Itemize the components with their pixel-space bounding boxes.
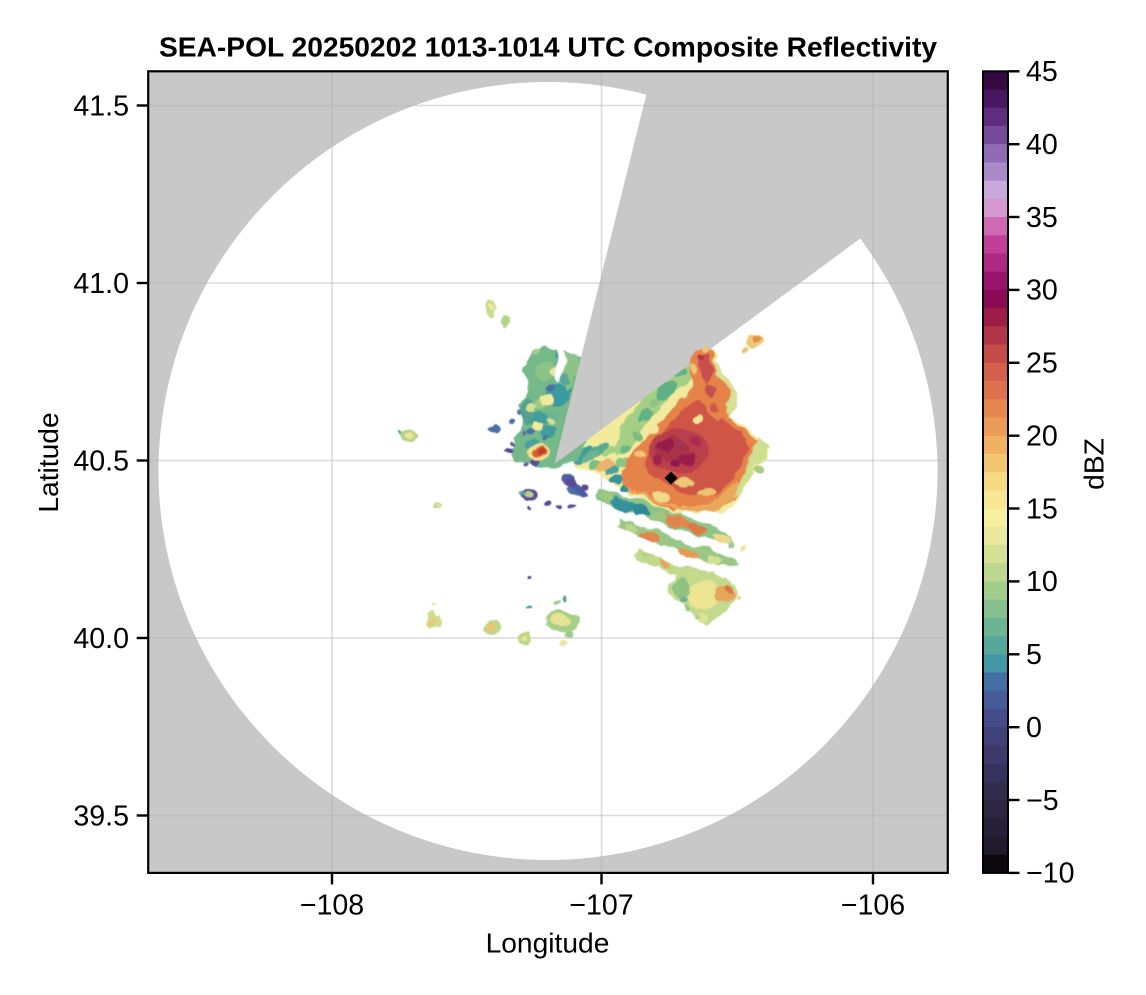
svg-text:41.0: 41.0 [73, 268, 129, 300]
svg-text:Longitude: Longitude [486, 927, 610, 959]
svg-text:30: 30 [1026, 275, 1058, 307]
svg-text:0: 0 [1026, 712, 1042, 744]
svg-text:−107: −107 [569, 890, 633, 922]
svg-text:35: 35 [1026, 202, 1058, 234]
svg-text:Latitude: Latitude [32, 412, 64, 512]
svg-text:40.5: 40.5 [73, 445, 129, 477]
svg-text:SEA-POL 20250202 1013-1014 UTC: SEA-POL 20250202 1013-1014 UTC Composite… [159, 31, 937, 63]
svg-text:40.0: 40.0 [73, 623, 129, 655]
svg-text:41.5: 41.5 [73, 90, 129, 122]
svg-text:20: 20 [1026, 421, 1058, 453]
svg-text:5: 5 [1026, 639, 1042, 671]
svg-text:dBZ: dBZ [1078, 438, 1110, 490]
svg-text:40: 40 [1026, 129, 1058, 161]
svg-text:10: 10 [1026, 566, 1058, 598]
svg-text:−5: −5 [1026, 785, 1059, 817]
svg-text:−10: −10 [1026, 858, 1075, 890]
svg-text:15: 15 [1026, 493, 1058, 525]
svg-text:45: 45 [1026, 56, 1058, 88]
svg-text:39.5: 39.5 [73, 800, 129, 832]
svg-text:−106: −106 [841, 890, 905, 922]
svg-text:25: 25 [1026, 348, 1058, 380]
svg-text:−108: −108 [300, 890, 364, 922]
